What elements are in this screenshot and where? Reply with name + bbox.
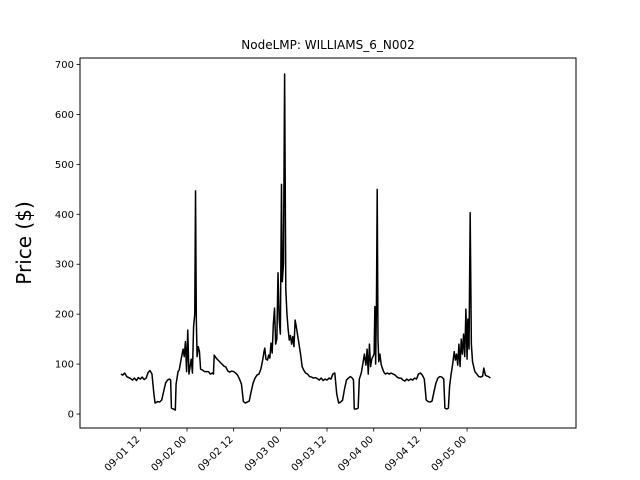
series-line-WILLIAMS_6_N002	[120, 73, 491, 411]
plot-frame	[79, 57, 577, 429]
y-tick-label: 300	[55, 260, 74, 271]
y-tick-label: 500	[55, 160, 74, 171]
y-tick-label: 200	[55, 310, 74, 321]
y-tick-label: 700	[55, 60, 74, 71]
y-tick-label: 600	[55, 110, 74, 121]
y-tick-label: 400	[55, 210, 74, 221]
y-tick-label: 0	[68, 410, 74, 421]
y-axis-label: Price ($)	[12, 201, 36, 284]
chart-title: NodeLMP: WILLIAMS_6_N002	[241, 38, 414, 52]
y-tick-label: 100	[55, 360, 74, 371]
